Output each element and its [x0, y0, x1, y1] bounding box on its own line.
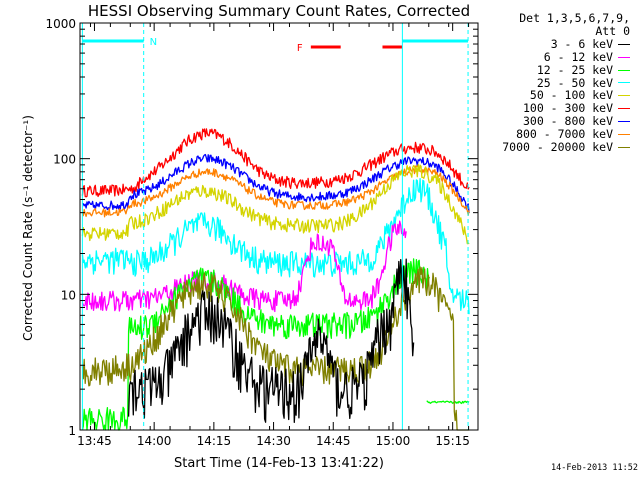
legend-swatch — [618, 43, 630, 45]
y-tick-label: 1000 — [45, 17, 76, 31]
x-tick-label: 13:45 — [77, 434, 112, 448]
legend-swatch — [618, 56, 630, 58]
legend-entry: 12 - 25 keV — [488, 62, 630, 77]
legend-swatch — [618, 108, 630, 110]
legend-header-line1: Det 1,3,5,6,7,9, — [519, 11, 630, 25]
series-line-12-25-kev — [81, 258, 430, 431]
timestamp: 14-Feb-2013 11:52 — [551, 463, 638, 473]
legend-swatch — [618, 121, 630, 123]
legend-label: 800 - 7000 keV — [516, 127, 613, 142]
legend-entry: 800 - 7000 keV — [488, 128, 630, 141]
legend-label: 6 - 12 keV — [543, 49, 613, 64]
legend-label: 300 - 800 keV — [522, 114, 613, 129]
legend-label: 50 - 100 keV — [529, 88, 613, 103]
series-line-25-50-kev — [81, 177, 470, 315]
x-tick-label: 14:15 — [197, 434, 232, 448]
series-line-12-25-kev-tail — [426, 400, 470, 405]
legend-label: 3 - 6 keV — [550, 36, 613, 51]
y-tick-label: 100 — [53, 153, 76, 167]
legend-swatch — [618, 82, 630, 84]
legend-entry: 7000 - 20000 keV — [488, 141, 630, 154]
y-tick-label: 1 — [68, 424, 76, 438]
plot-frame — [79, 22, 479, 431]
series-line-300-800-kev — [82, 153, 470, 214]
legend-label: 100 - 300 keV — [522, 101, 613, 116]
legend-entry: 6 - 12 keV — [488, 49, 630, 64]
series-line-800-7000-kev — [81, 165, 470, 218]
series-line-6-12-kev — [81, 220, 407, 313]
legend-label: 7000 - 20000 keV — [502, 140, 613, 155]
flare-label: F — [297, 43, 303, 54]
legend-swatch — [618, 134, 630, 136]
x-tick-label: 14:30 — [256, 434, 291, 448]
legend-header-line2: Att 0 — [595, 23, 630, 38]
x-tick-label: 15:15 — [435, 434, 470, 448]
legend: Det 1,3,5,6,7,9, Att 0 3 - 6 keV 6 - 12 … — [488, 12, 630, 154]
x-tick-label: 14:45 — [316, 434, 351, 448]
series-line-3-6-kev — [127, 258, 415, 424]
x-axis-label: Start Time (14-Feb-13 13:41:22) — [174, 456, 384, 471]
legend-entry: 50 - 100 keV — [488, 89, 630, 102]
legend-entry: 100 - 300 keV — [488, 102, 630, 115]
x-tick-label: 14:00 — [137, 434, 172, 448]
x-tick-label: 15:00 — [376, 434, 411, 448]
y-tick-label: 10 — [61, 288, 76, 302]
legend-label: 25 - 50 keV — [536, 75, 613, 90]
legend-label: 12 - 25 keV — [536, 62, 613, 77]
night-label: N — [150, 37, 157, 48]
legend-entry: 3 - 6 keV — [488, 36, 630, 51]
legend-swatch — [618, 95, 630, 97]
series-line-100-300-kev — [81, 128, 470, 198]
legend-swatch — [618, 69, 630, 71]
legend-entry: 300 - 800 keV — [488, 115, 630, 128]
chart-title: HESSI Observing Summary Count Rates, Cor… — [88, 2, 470, 20]
legend-entry: 25 - 50 keV — [488, 75, 630, 90]
y-axis-label: Corrected Count Rate (s⁻¹ detector⁻¹) — [21, 115, 35, 341]
legend-swatch — [618, 147, 630, 149]
series-line-50-100-kev — [81, 163, 470, 245]
